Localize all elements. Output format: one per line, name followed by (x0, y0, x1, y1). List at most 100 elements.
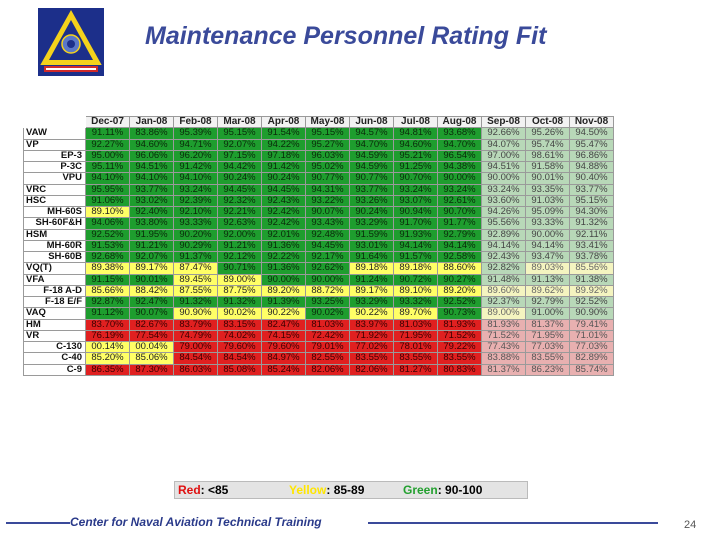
table-row: P-3C 95.11% 94.51% 91.42% 94.42% 91.42% 95.02%… (23, 160, 614, 174)
rating-cell: 91.53% (85, 239, 130, 253)
rating-cell: 91.37% (173, 250, 218, 264)
rating-cell: 90.70% (437, 205, 482, 219)
rating-cell: 83.97% (349, 318, 394, 331)
table-row: VP 92.27% 94.60% 94.71% 92.07% 94.22% 95.27% 94… (23, 138, 614, 151)
column-header-jun-08: Jun-08 (349, 115, 394, 129)
footer-organization: Center for Naval Aviation Technical Trai… (70, 515, 322, 529)
rating-cell: 91.42% (261, 160, 306, 174)
rating-cell: 90.20% (173, 228, 218, 241)
rating-cell: 95.09% (525, 205, 570, 219)
rating-cell: 82.67% (129, 318, 174, 331)
rating-cell: 92.21% (217, 205, 262, 219)
rating-cell: 78.01% (393, 340, 438, 354)
rating-cell: 92.79% (525, 295, 570, 309)
rating-cell: 93.25% (305, 295, 350, 309)
rating-cell: 92.07% (129, 250, 174, 264)
rating-cell: 85.08% (217, 363, 262, 376)
rating-cell: 91.57% (393, 250, 438, 264)
rating-cell: 89.10% (85, 205, 130, 219)
rating-cell: 94.45% (217, 183, 262, 196)
rating-cell: 91.12% (85, 307, 130, 320)
rating-cell: 77.02% (349, 340, 394, 354)
rating-cell: 90.02% (305, 307, 350, 320)
rating-cell: 87.55% (173, 284, 218, 298)
rating-cell: 91.36% (261, 239, 306, 253)
rating-cell: 91.59% (349, 228, 394, 241)
rating-cell: 86.23% (525, 363, 570, 376)
row-label: F-18 E/F (23, 295, 86, 309)
rating-cell: 00.04% (129, 340, 174, 354)
rating-cell: 71.95% (393, 329, 438, 343)
rating-cell: 84.97% (261, 352, 306, 365)
rating-cell: 94.71% (173, 138, 218, 151)
rating-cell: 95.11% (85, 160, 130, 174)
rating-cell: 90.70% (393, 172, 438, 185)
rating-cell: 90.00% (525, 228, 570, 241)
rating-cell: 79.60% (261, 340, 306, 354)
table-row: HM 83.70% 82.67% 83.79% 83.15% 82.47% 81.03% 83… (23, 318, 614, 331)
rating-cell: 92.43% (261, 194, 306, 208)
rating-cell: 91.24% (349, 273, 394, 286)
rating-cell: 88.42% (129, 284, 174, 298)
rating-cell: 93.24% (393, 183, 438, 196)
rating-cell: 94.60% (129, 138, 174, 151)
rating-cell: 90.00% (437, 172, 482, 185)
row-label: EP-3 (23, 149, 86, 163)
rating-cell: 92.52% (85, 228, 130, 241)
rating-cell: 92.79% (437, 228, 482, 241)
rating-cell: 89.03% (525, 262, 570, 275)
row-label: C-130 (23, 340, 86, 354)
column-header-oct-08: Oct-08 (525, 115, 570, 129)
rating-cell: 94.50% (569, 127, 614, 140)
rating-cell: 92.66% (481, 127, 526, 140)
rating-cell: 79.01% (305, 340, 350, 354)
rating-cell: 93.60% (481, 194, 526, 208)
row-label: P-3C (23, 160, 86, 174)
rating-fit-table-container: Dec-07 Jan-08 Feb-08 Mar-08 Apr-08 May-08 Jun-… (23, 115, 614, 376)
color-legend: Red: <85 Yellow: 85-89 Green: 90-100 (174, 481, 528, 499)
rating-cell: 81.37% (525, 318, 570, 331)
rating-cell: 92.61% (437, 194, 482, 208)
row-label: MH-60R (23, 239, 86, 253)
rating-cell: 91.13% (525, 273, 570, 286)
rating-cell: 93.78% (569, 250, 614, 264)
rating-cell: 83.15% (217, 318, 262, 331)
rating-cell: 71.52% (481, 329, 526, 343)
table-row: HSM 92.52% 91.95% 90.20% 92.00% 92.01% 92.48% 9… (23, 228, 614, 241)
row-label: VP (23, 138, 86, 151)
rating-cell: 92.68% (85, 250, 130, 264)
rating-cell: 85.24% (261, 363, 306, 376)
rating-cell: 95.27% (305, 138, 350, 151)
row-label: VR (23, 329, 86, 343)
table-row: C-130 00.14% 00.04% 79.00% 79.60% 79.60% 79.01… (23, 340, 614, 354)
rating-cell: 81.27% (393, 363, 438, 376)
rating-cell: 90.00% (481, 172, 526, 185)
rating-cell: 93.24% (481, 183, 526, 196)
table-row: HSC 91.06% 93.02% 92.39% 92.32% 92.43% 93.22% 9… (23, 194, 614, 208)
rating-cell: 93.77% (569, 183, 614, 196)
row-label: HSM (23, 228, 86, 241)
rating-cell: 95.15% (305, 127, 350, 140)
rating-cell: 81.93% (481, 318, 526, 331)
rating-cell: 94.14% (437, 239, 482, 253)
row-label: C-40 (23, 352, 86, 365)
rating-cell: 91.21% (217, 239, 262, 253)
rating-cell: 90.22% (261, 307, 306, 320)
rating-cell: 90.00% (305, 273, 350, 286)
rating-cell: 95.74% (525, 138, 570, 151)
rating-cell: 82.55% (305, 352, 350, 365)
rating-cell: 81.93% (437, 318, 482, 331)
rating-cell: 91.58% (525, 160, 570, 174)
rating-cell: 82.89% (569, 352, 614, 365)
rating-cell: 94.59% (349, 149, 394, 163)
rating-cell: 83.55% (437, 352, 482, 365)
rating-cell: 92.37% (481, 295, 526, 309)
rating-cell: 91.39% (261, 295, 306, 309)
rating-cell: 79.41% (569, 318, 614, 331)
rating-cell: 90.27% (437, 273, 482, 286)
rating-cell: 90.07% (305, 205, 350, 219)
rating-cell: 94.60% (393, 138, 438, 151)
rating-fit-table: Dec-07 Jan-08 Feb-08 Mar-08 Apr-08 May-08 Jun-… (23, 115, 614, 376)
rating-cell: 92.52% (569, 295, 614, 309)
rating-cell: 93.68% (437, 127, 482, 140)
